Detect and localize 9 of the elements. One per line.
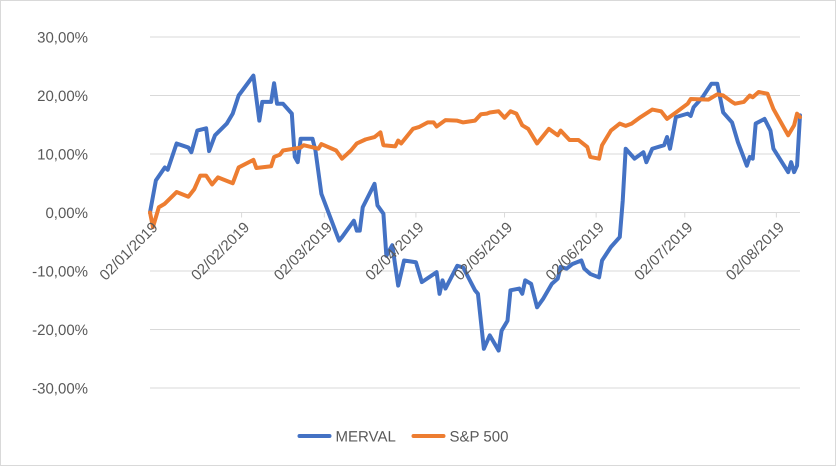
y-tick-label: 20,00%	[37, 88, 88, 105]
y-tick-label: -30,00%	[32, 380, 88, 398]
y-tick-label: 30,00%	[37, 29, 88, 46]
legend-label: S&P 500	[450, 428, 508, 446]
y-tick-label: 10,00%	[37, 146, 88, 164]
y-tick-label: -10,00%	[32, 263, 88, 280]
y-tick-label: -20,00%	[32, 322, 88, 339]
y-tick-label: 0,00%	[45, 204, 88, 222]
legend-label: MERVAL	[336, 428, 396, 446]
